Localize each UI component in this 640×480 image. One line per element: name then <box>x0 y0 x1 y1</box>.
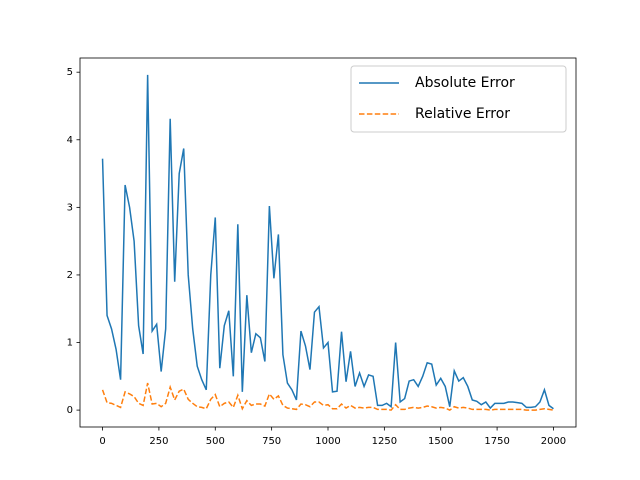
y-tick-label: 0 <box>67 405 73 416</box>
x-tick-label: 1500 <box>428 436 453 447</box>
y-tick-label: 3 <box>67 202 73 213</box>
x-tick-label: 1750 <box>484 436 509 447</box>
axes-frame <box>79 57 577 428</box>
legend-label: Absolute Error <box>415 75 515 91</box>
y-tick-label: 4 <box>67 135 73 146</box>
y-tick-label: 5 <box>67 67 73 78</box>
data-line <box>101 382 554 411</box>
x-tick-label: 1000 <box>315 436 340 447</box>
y-tick-label: 2 <box>67 270 73 281</box>
x-tick-label: 2000 <box>541 436 566 447</box>
x-tick-label: 750 <box>262 436 281 447</box>
legend-label: Relative Error <box>415 106 510 122</box>
y-tick-label: 1 <box>67 338 73 349</box>
x-tick-label: 1250 <box>372 436 397 447</box>
legend-box <box>350 65 567 133</box>
x-tick-label: 0 <box>99 436 105 447</box>
data-line <box>101 74 554 410</box>
x-tick-label: 250 <box>149 436 168 447</box>
x-tick-label: 500 <box>206 436 225 447</box>
